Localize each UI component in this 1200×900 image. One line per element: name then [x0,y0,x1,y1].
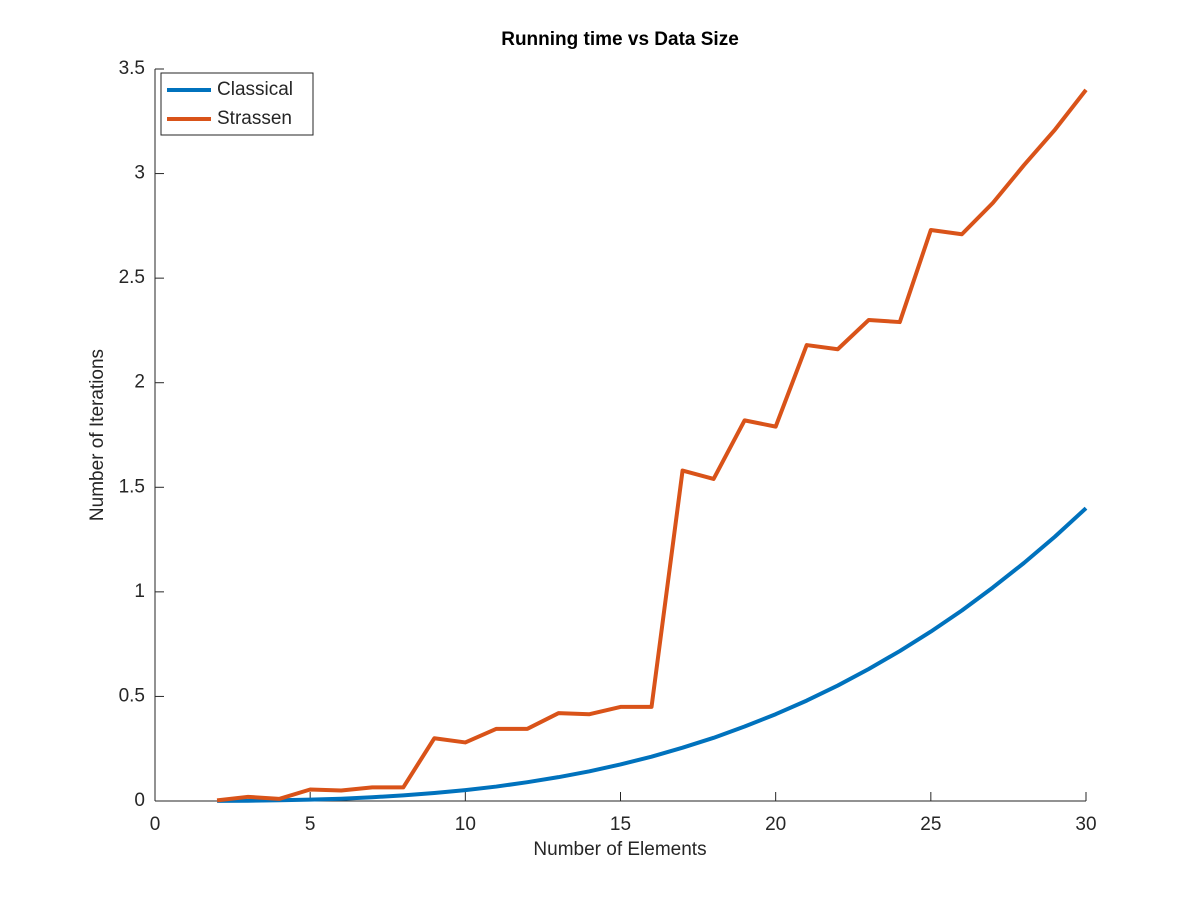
chart-title: Running time vs Data Size [501,29,739,50]
line-series [217,506,1088,803]
x-tick-label: 10 [455,814,476,835]
y-axis-label: Number of Iterations [87,349,108,521]
y-tick-label: 0.5 [119,685,145,706]
y-tick-label: 1 [134,581,145,602]
x-tick-label: 20 [765,814,786,835]
legend-box [160,72,314,136]
x-tick-label: 30 [1075,814,1096,835]
y-tick-label: 3 [134,163,145,184]
x-axis-label: Number of Elements [533,839,706,860]
y-tick-label: 2 [134,372,145,393]
x-tick-label: 15 [610,814,631,835]
y-tick-label: 3.5 [119,58,145,79]
y-tick-label: 2.5 [119,267,145,288]
line-series [216,88,1088,803]
y-tick-label: 1.5 [119,476,145,497]
x-tick-label: 0 [150,814,161,835]
legend-label: Strassen [217,108,292,129]
legend-label: Classical [217,79,293,100]
y-tick-label: 0 [134,790,145,811]
x-tick-label: 5 [305,814,316,835]
x-tick-label: 25 [920,814,941,835]
